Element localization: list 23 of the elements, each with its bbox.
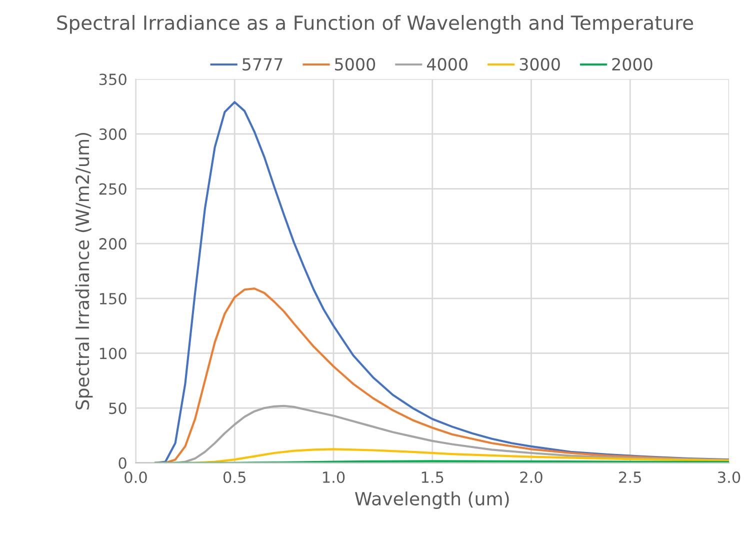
x-tick-label: 0.5 — [223, 471, 246, 484]
x-tick-label: 0.0 — [124, 471, 147, 484]
x-tick-label: 2.5 — [619, 471, 641, 484]
x-tick-label: 1.5 — [422, 472, 444, 484]
chart-title: Spectral Irradiance as a Function of Wavelength and Temperature — [57, 14, 694, 34]
y-tick-label: 250 — [99, 183, 126, 195]
y-tick-label: 350 — [99, 74, 126, 86]
legend-label: 3000 — [520, 58, 560, 71]
legend-label: 4000 — [426, 58, 468, 71]
y-tick-label: 50 — [109, 402, 126, 414]
y-tick-label: 0 — [118, 457, 126, 469]
legend-label: 5000 — [335, 58, 376, 71]
legend-label: 5777 — [242, 58, 282, 71]
y-tick-label: 150 — [100, 292, 126, 304]
x-tick-label: 2.0 — [520, 471, 542, 484]
legend-label: 2000 — [612, 58, 652, 71]
x-tick-label: 3.0 — [718, 471, 740, 484]
x-tick-label: 1.0 — [323, 471, 345, 484]
y-tick-label: 200 — [99, 238, 126, 250]
y-axis-title: Spectral Irradiance (W/m2/um) — [75, 132, 93, 410]
y-tick-label: 100 — [100, 348, 126, 360]
x-axis-title: Wavelength (um) — [354, 492, 509, 510]
y-tick-label: 300 — [99, 128, 126, 140]
